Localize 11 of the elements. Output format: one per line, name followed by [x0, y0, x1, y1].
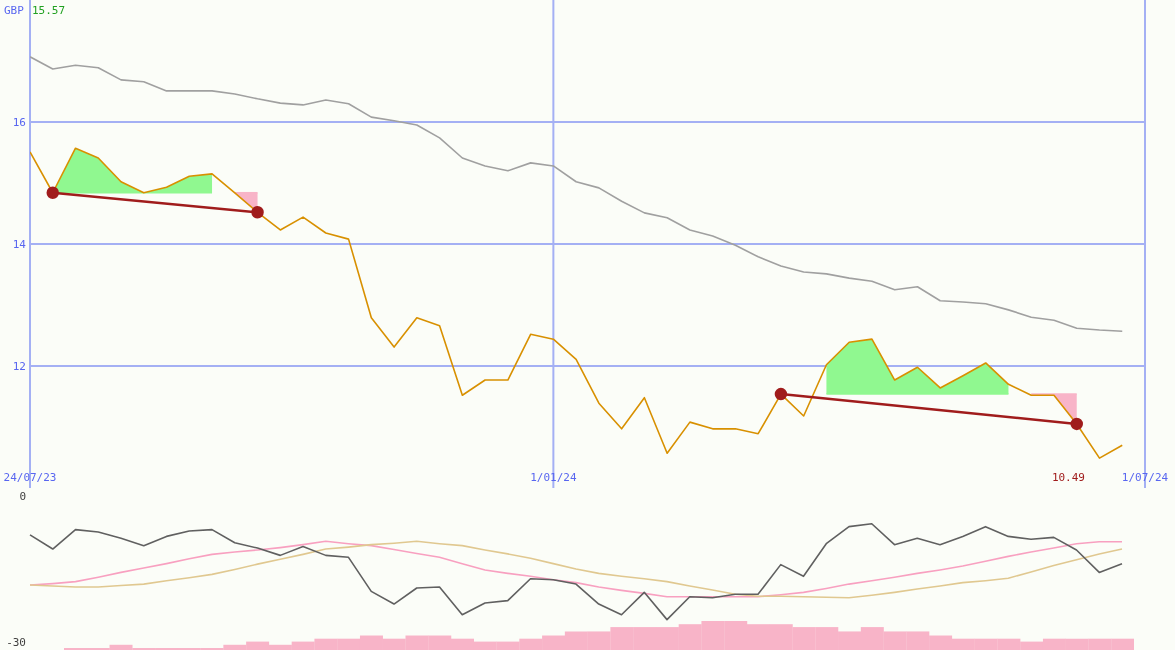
x-tick-label: 1/01/24 [530, 471, 577, 484]
y-tick-label: 12 [12, 359, 26, 373]
annotation: 15.57 [32, 4, 66, 17]
annotation: 10.49 [1051, 471, 1085, 484]
y-tick-label: -30 [6, 635, 26, 649]
y-tick-label: 0 [19, 489, 26, 503]
y-tick-label: 16 [12, 115, 26, 129]
x-tick-label: 24/07/23 [3, 471, 57, 484]
x-tick-label: 1/07/24 [1121, 471, 1169, 484]
y-tick-label: 14 [12, 237, 26, 251]
y-axis-title: GBP [4, 4, 24, 17]
